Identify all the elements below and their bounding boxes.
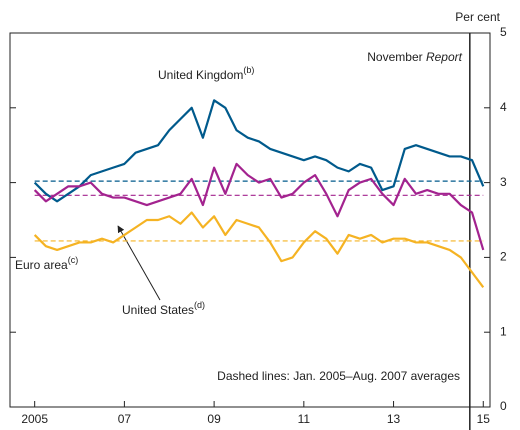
annotation: Dashed lines: Jan. 2005–Aug. 2007 averag… <box>217 369 460 383</box>
plot-frame <box>9 32 491 408</box>
annotation-text: November <box>367 50 422 64</box>
x-tick-label: 09 <box>207 412 221 426</box>
series-line <box>33 162 485 251</box>
x-tick-label: 15 <box>477 412 491 426</box>
y-tick-label: 3 <box>500 175 507 189</box>
series-line <box>33 211 485 288</box>
x-tick-label: 13 <box>387 412 401 426</box>
series-name: Euro area <box>15 258 68 272</box>
series-label: United Kingdom(b) <box>158 65 254 82</box>
series-label: Euro area(c) <box>15 255 78 272</box>
annotation: November Report <box>367 50 462 64</box>
annotation-italic: Report <box>426 50 463 64</box>
arrow <box>117 225 161 301</box>
series-note: (c) <box>68 255 79 265</box>
series-note: (b) <box>243 65 254 75</box>
y-axis-label: Per cent <box>455 10 500 24</box>
series-name: United Kingdom <box>158 68 243 82</box>
series-line <box>33 99 485 203</box>
x-tick-label: 07 <box>118 412 132 426</box>
series-note: (d) <box>194 300 205 310</box>
y-tick-label: 0 <box>500 399 507 413</box>
y-tick-label: 4 <box>500 100 507 114</box>
x-tick-label: 2005 <box>21 412 48 426</box>
series-label: United States(d) <box>122 300 205 317</box>
y-tick-label: 5 <box>500 25 507 39</box>
y-tick-label: 2 <box>500 250 507 264</box>
x-tick-label: 11 <box>298 412 311 426</box>
y-tick-label: 1 <box>500 324 507 338</box>
series-name: United States <box>122 303 194 317</box>
